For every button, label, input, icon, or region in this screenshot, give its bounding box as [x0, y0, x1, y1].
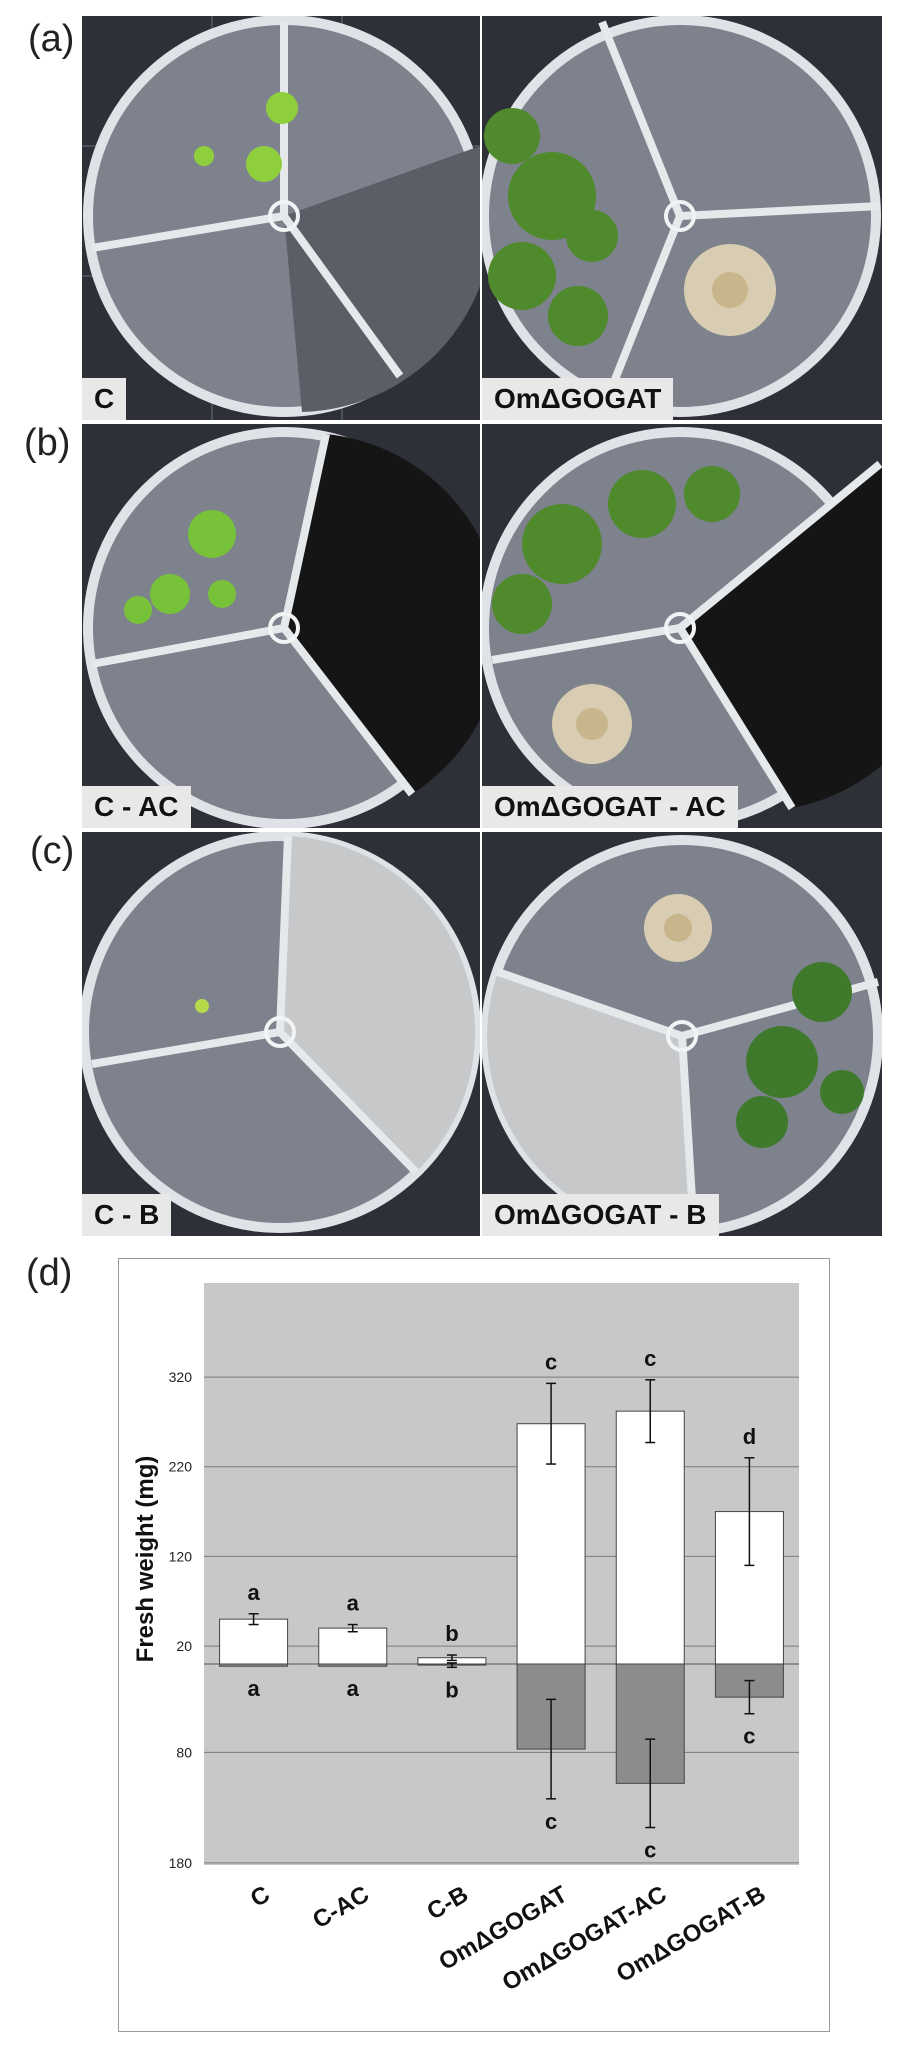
x-category-label: C-AC — [308, 1881, 373, 1934]
significance-letter-shoot: a — [347, 1591, 360, 1616]
plate-photo-control-ac: C - AC — [82, 424, 480, 828]
y-tick-label: 80 — [176, 1744, 192, 1760]
significance-letter-shoot: a — [247, 1580, 260, 1605]
panel-label-d: (d) — [26, 1252, 73, 1294]
shoot-bar — [219, 1618, 289, 1665]
plot-area — [204, 1283, 799, 1865]
plate-label-mutant: OmΔGOGAT — [482, 378, 674, 420]
y-tick-label: 320 — [169, 1369, 193, 1385]
significance-letter-root: c — [545, 1809, 557, 1834]
x-category-label: C — [246, 1881, 275, 1913]
significance-letter-shoot: b — [445, 1621, 458, 1646]
y-tick-label: 20 — [176, 1638, 192, 1654]
y-tick-label: 120 — [169, 1548, 193, 1564]
shoot-bar — [318, 1627, 388, 1665]
y-tick-label: 220 — [169, 1459, 193, 1475]
y-tick-label: 180 — [169, 1855, 193, 1871]
panel-label-b: (b) — [24, 422, 71, 464]
plate-photo-mutant: OmΔGOGAT — [482, 16, 882, 420]
significance-letter-root: c — [644, 1838, 656, 1863]
significance-letter-shoot: c — [545, 1349, 557, 1374]
fresh-weight-chart: a a a a b b c c c c d c 320 220 120 20 80 180 Fresh weig… — [132, 1283, 799, 1997]
x-category-label: C-B — [422, 1881, 472, 1926]
significance-letter-shoot: c — [644, 1346, 656, 1371]
plate-label-control-ac: C - AC — [82, 786, 191, 828]
root-bar — [219, 1663, 289, 1667]
plate-label-mutant-b: OmΔGOGAT - B — [482, 1194, 719, 1236]
plate-photo-control-b: C - B — [82, 832, 480, 1236]
significance-letter-shoot: d — [743, 1424, 756, 1449]
panel-label-c: (c) — [30, 830, 75, 872]
plate-photo-control: C — [82, 16, 480, 420]
panel-label-a: (a) — [28, 18, 75, 60]
plate-photo-mutant-ac: OmΔGOGAT - AC — [482, 424, 882, 828]
significance-letter-root: b — [445, 1677, 458, 1702]
significance-letter-root: c — [743, 1724, 755, 1749]
plate-label-control: C — [82, 378, 127, 420]
chart-frame: a a a a b b c c c c d c 320 220 120 20 80 180 Fresh weig… — [118, 1258, 830, 2032]
root-bar — [318, 1663, 388, 1667]
y-axis-label: Fresh weight (mg) — [132, 1456, 159, 1663]
significance-letter-root: a — [347, 1676, 360, 1701]
plate-label-control-b: C - B — [82, 1194, 172, 1236]
significance-letter-root: a — [247, 1676, 260, 1701]
plate-photo-mutant-b: OmΔGOGAT - B — [482, 832, 882, 1236]
plate-label-mutant-ac: OmΔGOGAT - AC — [482, 786, 738, 828]
x-category-label: OmΔGOGAT-AC — [498, 1881, 672, 1997]
shoot-bar — [615, 1410, 685, 1665]
